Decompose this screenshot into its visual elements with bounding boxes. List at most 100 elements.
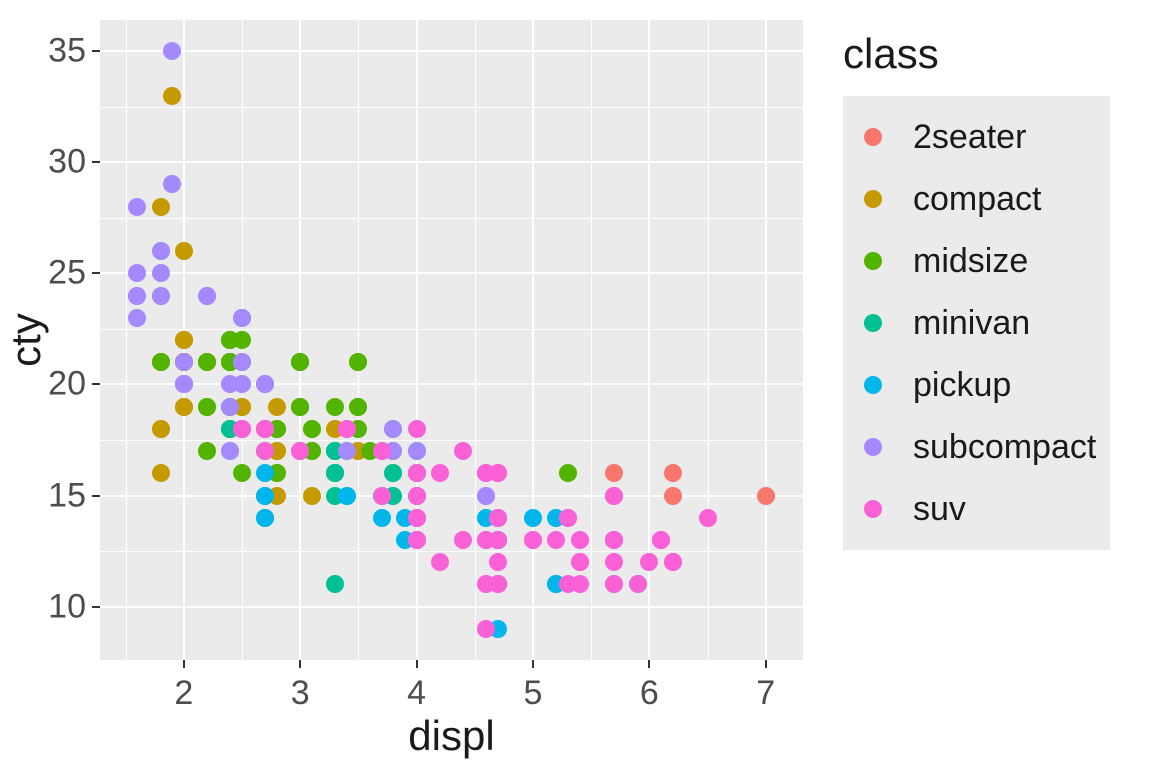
data-point — [233, 420, 251, 438]
y-axis-label: cty — [2, 313, 50, 367]
data-point — [233, 353, 251, 371]
data-point — [291, 442, 309, 460]
data-point — [571, 553, 589, 571]
data-point — [291, 398, 309, 416]
y-tick-label: 35 — [48, 32, 86, 71]
legend-label: midsize — [913, 242, 1028, 281]
data-point — [408, 509, 426, 527]
data-point — [233, 309, 251, 327]
y-tick-mark — [92, 161, 100, 163]
data-point — [175, 331, 193, 349]
data-point — [198, 398, 216, 416]
x-tick-mark — [765, 660, 767, 668]
gridline — [100, 272, 803, 274]
data-point — [233, 464, 251, 482]
data-point — [326, 464, 344, 482]
data-point — [559, 464, 577, 482]
data-point — [373, 487, 391, 505]
legend-label: suv — [913, 490, 966, 529]
data-point — [221, 398, 239, 416]
x-tick-label: 6 — [640, 674, 659, 713]
legend: class 2seater compact midsize minivan pickup… — [843, 30, 1110, 550]
chart-container: cty displ class 2seater compact midsize min… — [0, 0, 1170, 780]
gridline — [765, 20, 767, 660]
data-point — [489, 509, 507, 527]
data-point — [338, 487, 356, 505]
data-point — [477, 620, 495, 638]
legend-dot — [864, 438, 882, 456]
y-tick-mark — [92, 272, 100, 274]
data-point — [664, 487, 682, 505]
data-point — [221, 442, 239, 460]
gridline — [126, 20, 127, 660]
data-point — [326, 575, 344, 593]
data-point — [477, 575, 495, 593]
data-point — [349, 398, 367, 416]
gridline — [100, 606, 803, 608]
data-point — [128, 198, 146, 216]
data-point — [233, 375, 251, 393]
data-point — [384, 420, 402, 438]
x-tick-label: 4 — [407, 674, 426, 713]
data-point — [431, 464, 449, 482]
data-point — [303, 420, 321, 438]
data-point — [408, 464, 426, 482]
gridline — [100, 161, 803, 163]
legend-label: compact — [913, 180, 1042, 219]
data-point — [699, 509, 717, 527]
data-point — [256, 442, 274, 460]
data-point — [175, 242, 193, 260]
data-point — [477, 487, 495, 505]
x-tick-mark — [648, 660, 650, 668]
data-point — [477, 464, 495, 482]
data-point — [268, 398, 286, 416]
data-point — [559, 509, 577, 527]
legend-item: minivan — [853, 292, 1096, 354]
legend-dot — [864, 376, 882, 394]
data-point — [175, 375, 193, 393]
gridline — [532, 20, 534, 660]
data-point — [326, 398, 344, 416]
data-point — [152, 420, 170, 438]
legend-title: class — [843, 30, 1110, 78]
x-tick-label: 7 — [756, 674, 775, 713]
data-point — [128, 309, 146, 327]
x-tick-mark — [532, 660, 534, 668]
gridline — [100, 107, 803, 108]
data-point — [408, 487, 426, 505]
legend-key — [853, 179, 893, 219]
legend-label: pickup — [913, 366, 1011, 405]
x-tick-label: 2 — [174, 674, 193, 713]
data-point — [256, 420, 274, 438]
legend-item: 2seater — [853, 106, 1096, 168]
gridline — [100, 383, 803, 385]
data-point — [303, 487, 321, 505]
data-point — [163, 175, 181, 193]
data-point — [373, 442, 391, 460]
legend-dot — [864, 500, 882, 518]
data-point — [152, 353, 170, 371]
data-point — [152, 464, 170, 482]
data-point — [338, 420, 356, 438]
y-tick-label: 15 — [48, 476, 86, 515]
data-point — [547, 531, 565, 549]
data-point — [408, 531, 426, 549]
data-point — [128, 287, 146, 305]
x-tick-mark — [299, 660, 301, 668]
x-tick-label: 3 — [291, 674, 310, 713]
legend-item: midsize — [853, 230, 1096, 292]
plot-panel — [100, 20, 803, 660]
gridline — [100, 329, 803, 330]
data-point — [256, 509, 274, 527]
legend-key — [853, 489, 893, 529]
legend-dot — [864, 252, 882, 270]
x-axis-label: displ — [408, 712, 494, 760]
data-point — [408, 442, 426, 460]
data-point — [152, 264, 170, 282]
data-point — [175, 353, 193, 371]
legend-label: subcompact — [913, 428, 1096, 467]
legend-item: suv — [853, 478, 1096, 540]
gridline — [100, 495, 803, 497]
gridline — [299, 20, 301, 660]
data-point — [524, 531, 542, 549]
